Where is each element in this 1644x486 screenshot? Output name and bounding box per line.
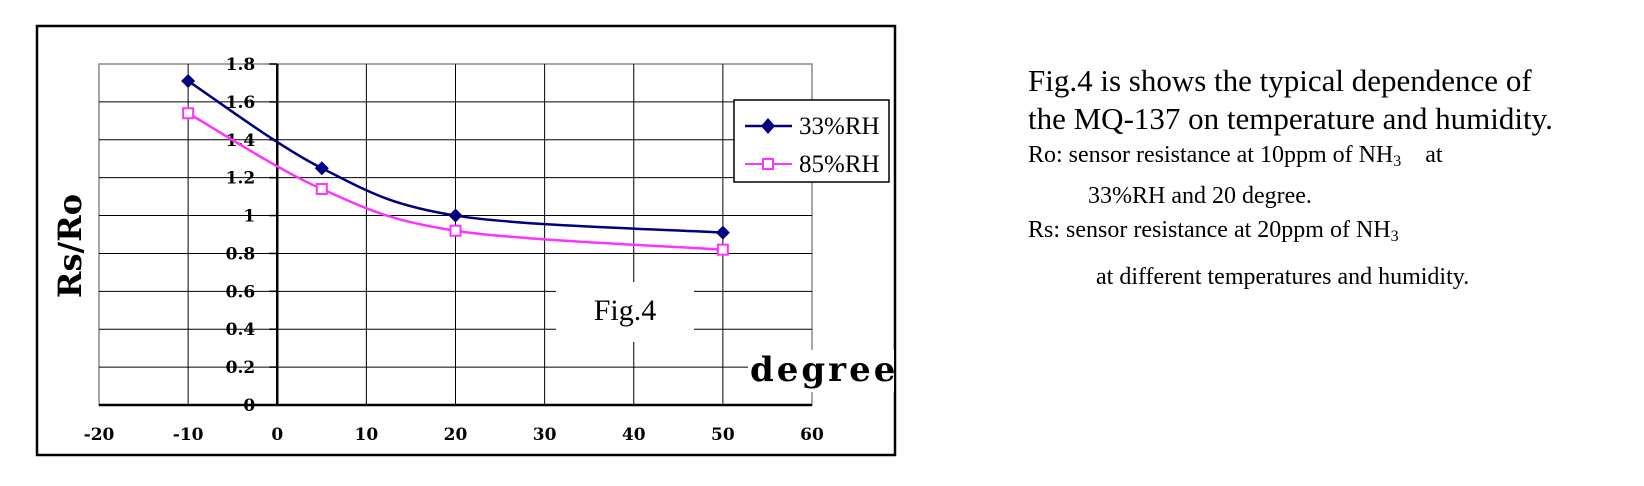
- legend-box: [733, 99, 890, 183]
- ro-text: Ro: sensor resistance at 10ppm of NH: [1028, 142, 1394, 168]
- x-tick-label: 10: [355, 425, 379, 445]
- y-tick-label: 0: [243, 396, 255, 416]
- data-point-square: [315, 183, 328, 196]
- data-point-diamond: [715, 225, 730, 240]
- legend: 33%RH 85%RH: [733, 99, 890, 183]
- legend-label-33rh: 33%RH: [799, 113, 880, 140]
- data-point-diamond: [181, 74, 196, 89]
- legend-marker-diamond: [761, 118, 775, 134]
- rs-definition-line-2: at different temperatures and humidity.: [1096, 264, 1470, 290]
- ro-suffix: at: [1401, 142, 1443, 168]
- rs-text: Rs: sensor resistance at 20ppm of NH: [1028, 217, 1391, 243]
- xlabel-box: [748, 350, 894, 392]
- y-tick-label: 1: [243, 207, 255, 227]
- x-tick-label: -20: [84, 425, 115, 445]
- axes: [99, 63, 812, 407]
- data-point-diamond: [448, 208, 463, 223]
- ro-definition-line-2: 33%RH and 20 degree.: [1088, 183, 1312, 209]
- x-tick-label: 20: [444, 425, 468, 445]
- y-tick-label: 0.6: [226, 282, 256, 302]
- y-tick-label: 1.6: [226, 93, 256, 113]
- ro-definition: Ro: sensor resistance at 10ppm of NH3 at: [1028, 138, 1628, 179]
- y-tick-labels: 0 0.2 0.4 0.6 0.8 1 1.2 1.4 1.6 1.8: [226, 55, 256, 416]
- y-tick-label: 1.4: [226, 131, 256, 151]
- y-tick-label: 0.8: [226, 244, 256, 264]
- chart-figure: 0 0.2 0.4 0.6 0.8 1 1.2 1.4 1.6 1.8 -20 -10 0 10 20 30…: [35, 24, 898, 457]
- legend-label-85rh: 85%RH: [799, 151, 880, 178]
- y-tick-label: 0.2: [226, 358, 256, 378]
- series-line-1: [187, 112, 723, 251]
- x-tick-label: 40: [622, 425, 646, 445]
- series-markers: [181, 74, 730, 256]
- series-line-0: [187, 80, 723, 234]
- legend-marker-square: [762, 158, 774, 170]
- x-tick-label: 30: [533, 425, 557, 445]
- x-tick-label: 60: [800, 425, 824, 445]
- x-tick-label: 0: [271, 425, 283, 445]
- x-tick-labels: -20 -10 0 10 20 30 40 50 60: [84, 425, 824, 445]
- fig-label-box: [556, 282, 694, 342]
- ro-subscript: 3: [1393, 153, 1402, 170]
- data-point-square: [716, 243, 729, 256]
- data-point-square: [182, 107, 195, 120]
- rs-definition: Rs: sensor resistance at 20ppm of NH3: [1028, 213, 1628, 254]
- description-line-1: Fig.4 is shows the typical dependence of: [1028, 63, 1532, 98]
- fig-label: Fig.4: [594, 294, 657, 327]
- y-tick-label: 1.8: [226, 55, 256, 75]
- y-axis-label: Rs/Ro: [51, 194, 89, 298]
- y-tick-label: 1.2: [226, 169, 256, 189]
- figure-description: Fig.4 is shows the typical dependence of…: [1028, 62, 1628, 294]
- x-tick-label: -10: [173, 425, 204, 445]
- data-point-diamond: [314, 161, 329, 176]
- description-line-2: the MQ-137 on temperature and humidity.: [1028, 101, 1553, 136]
- y-tick-label: 0.4: [226, 320, 256, 340]
- rs-subscript: 3: [1390, 228, 1399, 245]
- x-axis-label: degree: [750, 350, 898, 390]
- x-tick-label: 50: [711, 425, 735, 445]
- data-point-square: [449, 224, 462, 237]
- series-lines: [187, 80, 723, 251]
